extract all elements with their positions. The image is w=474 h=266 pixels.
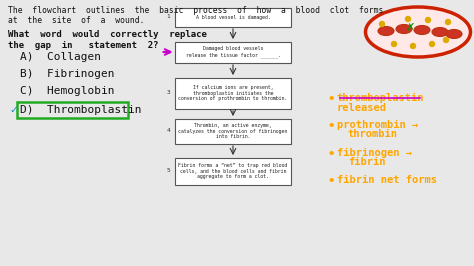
Text: prothrombin →: prothrombin → [337,120,418,130]
Circle shape [405,16,410,22]
Text: A)  Collagen: A) Collagen [20,52,101,62]
Text: A blood vessel is damaged.: A blood vessel is damaged. [196,15,270,19]
Text: Fibrin forms a “net” to trap red blood
cells, and the blood cells and fibrin
agg: Fibrin forms a “net” to trap red blood c… [178,163,288,179]
Text: released: released [337,103,387,113]
Circle shape [429,41,435,47]
Text: •: • [328,175,336,188]
FancyBboxPatch shape [175,41,291,63]
Text: fibrinogen →: fibrinogen → [337,148,412,158]
Circle shape [392,41,396,47]
Text: 2: 2 [167,49,171,55]
Text: fibrin net forms: fibrin net forms [337,175,437,185]
Text: Damaged blood vessels
release the tissue factor ______.: Damaged blood vessels release the tissue… [185,46,281,58]
Circle shape [444,38,448,43]
Text: C)  Hemoglobin: C) Hemoglobin [20,86,115,96]
Text: ✗: ✗ [405,23,415,33]
Text: •: • [328,120,336,133]
Text: •: • [328,93,336,106]
Ellipse shape [365,7,471,57]
Ellipse shape [378,27,394,35]
Text: the  gap  in   statement  2?: the gap in statement 2? [8,41,158,50]
Text: 1: 1 [167,15,171,19]
Text: thrombin: thrombin [348,129,398,139]
FancyBboxPatch shape [175,157,291,185]
Circle shape [410,44,416,48]
Circle shape [426,18,430,23]
Text: D)  Thromboplastin: D) Thromboplastin [20,105,142,115]
Text: The  flowchart  outlines  the  basic  process  of  how  a  blood  clot  forms: The flowchart outlines the basic process… [8,6,383,15]
FancyBboxPatch shape [175,7,291,27]
Text: ✓: ✓ [9,105,18,115]
Text: •: • [328,148,336,161]
Text: What  word  would  correctly  replace: What word would correctly replace [8,30,207,39]
Ellipse shape [396,24,412,34]
Ellipse shape [432,27,448,36]
Ellipse shape [446,30,462,39]
FancyBboxPatch shape [175,77,291,109]
Text: B)  Fibrinogen: B) Fibrinogen [20,69,115,79]
Text: If calcium ions are present,
thromboplastin initiates the
conversion of prothrom: If calcium ions are present, thromboplas… [178,85,288,101]
Circle shape [446,19,450,24]
Text: 3: 3 [167,90,171,95]
Text: fibrin: fibrin [348,157,385,167]
Circle shape [380,22,384,27]
Text: at  the  site  of  a  wound.: at the site of a wound. [8,16,145,25]
FancyBboxPatch shape [175,118,291,143]
Text: 4: 4 [167,128,171,134]
Text: 5: 5 [167,168,171,173]
Text: thromboplastin: thromboplastin [337,93,425,103]
Text: Thrombin, an active enzyme,
catalyzes the conversion of fibrinogen
into fibrin.: Thrombin, an active enzyme, catalyzes th… [178,123,288,139]
Ellipse shape [414,26,430,35]
